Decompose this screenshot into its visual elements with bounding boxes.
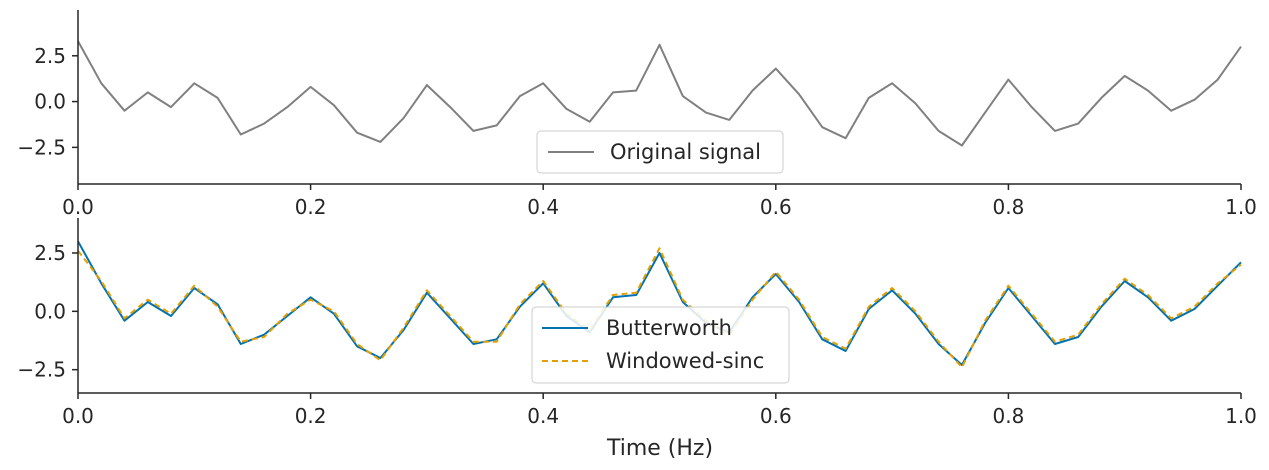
- top-x-tick-label: 0.0: [62, 195, 94, 219]
- top-panel: 0.0 0.2 0.4 0.6 0.8 1.0 2.5 0.0 −2.5 Original s…: [17, 10, 1257, 219]
- bottom-series-layer: [77, 240, 1242, 369]
- top-x-ticks: 0.0 0.2 0.4 0.6 0.8 1.0: [62, 184, 1257, 219]
- top-legend-box: [536, 130, 784, 174]
- bottom-y-ticks: 2.5 0.0 −2.5: [17, 241, 78, 382]
- bottom-legend-box: [531, 306, 790, 384]
- top-y-tick-label: 0.0: [34, 90, 66, 114]
- bottom-panel: 0.0 0.2 0.4 0.6 0.8 1.0 2.5 0.0 −2.5 Butterwort…: [17, 218, 1257, 428]
- bottom-y-tick-label: 2.5: [34, 241, 66, 265]
- top-y-tick-label: −2.5: [17, 135, 66, 159]
- bottom-x-tick-label: 0.2: [295, 404, 327, 428]
- bottom-x-tick-label: 0.6: [760, 404, 792, 428]
- top-legend: Original signal: [536, 130, 784, 174]
- top-x-tick-label: 0.8: [992, 195, 1024, 219]
- bottom-x-tick-label: 0.8: [992, 404, 1024, 428]
- bottom-x-tick-label: 1.0: [1225, 404, 1257, 428]
- bottom-y-tick-label: −2.5: [17, 358, 66, 382]
- bottom-legend: Butterworth Windowed-sinc: [531, 306, 790, 384]
- bottom-y-tick-label: 0.0: [34, 299, 66, 323]
- top-x-tick-label: 0.4: [527, 195, 559, 219]
- bottom-x-ticks: 0.0 0.2 0.4 0.6 0.8 1.0: [62, 393, 1257, 428]
- top-x-tick-label: 0.6: [760, 195, 792, 219]
- top-x-tick-label: 1.0: [1225, 195, 1257, 219]
- bottom-series-line-windowed-sinc: [77, 247, 1242, 369]
- bottom-x-tick-label: 0.0: [62, 404, 94, 428]
- top-x-tick-label: 0.2: [295, 195, 327, 219]
- top-y-ticks: 2.5 0.0 −2.5: [17, 44, 78, 159]
- top-series-layer: [77, 40, 1242, 147]
- bottom-legend-label-windowed-sinc: Windowed-sinc: [606, 349, 764, 373]
- bottom-x-tick-label: 0.4: [527, 404, 559, 428]
- x-axis-label: Time (Hz): [606, 436, 713, 461]
- bottom-legend-label-butterworth: Butterworth: [606, 316, 732, 340]
- top-series-line-original-signal: [77, 40, 1242, 147]
- top-y-tick-label: 2.5: [34, 44, 66, 68]
- top-legend-label-original: Original signal: [610, 140, 761, 164]
